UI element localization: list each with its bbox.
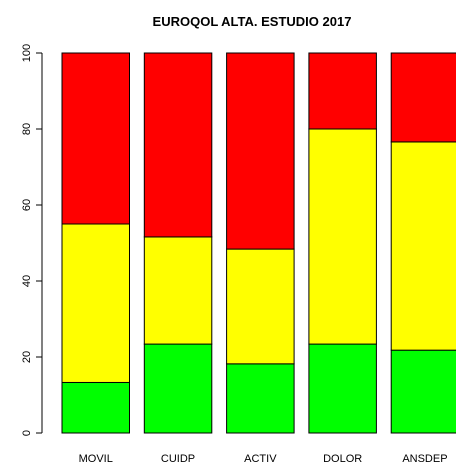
- bar-segment: [61, 223, 130, 383]
- bar-segment: [143, 52, 213, 238]
- bar-segment: [143, 343, 213, 434]
- bar-segment: [61, 52, 130, 225]
- chart-title: EUROQOL ALTA. ESTUDIO 2017: [153, 14, 352, 29]
- x-tick-label: ACTIV: [244, 453, 277, 465]
- bar-segment: [308, 128, 377, 345]
- y-tick-label: 20: [21, 351, 33, 363]
- y-tick-label: 80: [21, 123, 33, 135]
- bar-segment: [308, 343, 377, 434]
- bar-segment: [390, 52, 456, 143]
- y-tick-label: 60: [21, 199, 33, 211]
- bar-segment: [226, 52, 295, 250]
- y-tick-label: 40: [21, 275, 33, 287]
- bar-segment: [390, 349, 456, 434]
- bar-segment: [226, 248, 295, 365]
- bar-segment: [308, 52, 377, 130]
- bar-segment: [143, 236, 213, 345]
- bar-segment: [390, 141, 456, 351]
- x-tick-label: ANSDEP: [402, 453, 447, 465]
- bar-segment: [61, 381, 130, 434]
- y-tick-label: 0: [21, 430, 33, 436]
- x-tick-label: MOVIL: [79, 453, 113, 465]
- y-tick-label: 100: [21, 44, 33, 62]
- x-tick-label: DOLOR: [323, 453, 362, 465]
- x-tick-label: CUIDP: [161, 453, 195, 465]
- bar-segment: [226, 363, 295, 434]
